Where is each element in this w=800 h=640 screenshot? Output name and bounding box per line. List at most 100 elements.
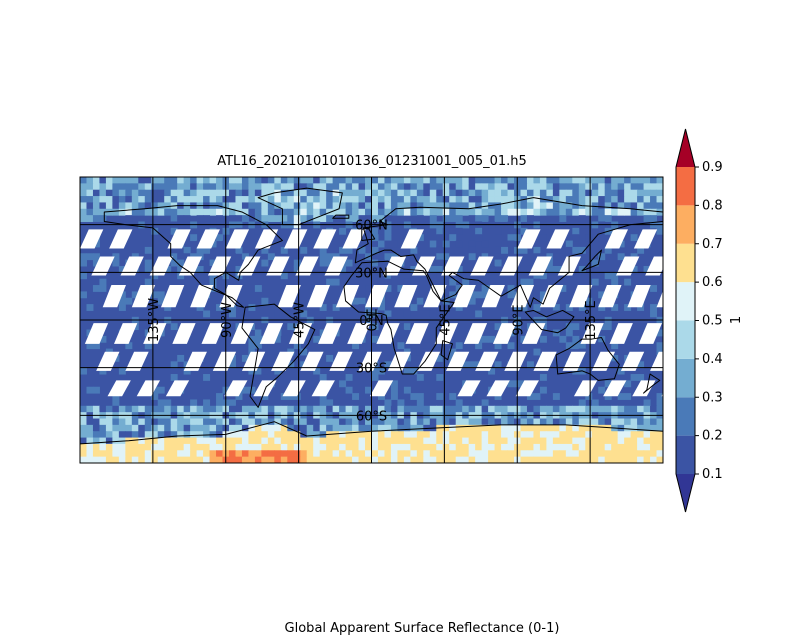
reflectance-cell [319,189,327,197]
no-data-swath [306,285,331,308]
reflectance-cell [183,177,191,184]
reflectance-cell [377,450,385,458]
reflectance-cell [475,424,483,432]
reflectance-cell [254,342,262,350]
reflectance-cell [624,380,632,388]
reflectance-cell [416,196,424,203]
reflectance-cell [565,437,573,445]
reflectance-cell [241,196,249,203]
reflectance-cell [591,259,599,267]
colorbar-under-extend [676,474,695,512]
reflectance-cell [449,393,457,400]
reflectance-cell [164,265,172,273]
no-data-swath [528,256,552,276]
colorbar-segment [676,358,695,398]
reflectance-cell [203,208,211,216]
reflectance-cell [319,246,327,254]
reflectance-cell [228,272,236,280]
reflectance-cell [352,437,360,445]
reflectance-cell [546,196,554,203]
reflectance-cell [144,450,152,458]
reflectance-cell [591,437,599,445]
reflectance-cell [345,386,353,394]
reflectance-cell [572,437,580,445]
reflectance-cell [410,367,418,375]
reflectance-cell [228,431,236,439]
reflectance-cell [241,450,249,458]
reflectance-cell [157,399,165,407]
reflectance-cell [118,304,126,311]
reflectance-cell [442,177,450,184]
reflectance-cell [462,202,470,210]
reflectance-cell [339,450,347,458]
reflectance-cell [585,424,593,432]
reflectance-cell [345,183,353,191]
reflectance-cell [637,202,645,210]
reflectance-cell [643,437,651,445]
reflectance-cell [539,208,547,216]
reflectance-cell [144,456,152,463]
reflectance-cell [390,431,398,439]
no-data-swath [313,229,337,249]
reflectance-cell [650,443,658,451]
reflectance-cell [365,456,372,463]
reflectance-cell [99,424,107,432]
reflectance-cell [151,177,159,184]
reflectance-cell [481,418,489,426]
reflectance-cell [475,291,483,299]
reflectance-cell [403,177,411,184]
reflectance-cell [235,393,243,400]
reflectance-cell [306,202,314,210]
reflectance-cell [352,431,360,439]
reflectance-cell [105,183,113,191]
reflectance-cell [99,456,107,463]
reflectance-cell [209,177,217,184]
reflectance-cell [436,196,444,203]
reflectance-cell [559,189,567,197]
reflectance-cell [384,208,392,216]
reflectance-cell [92,418,100,426]
reflectance-cell [203,424,211,432]
reflectance-cell [144,208,152,216]
reflectance-cell [630,183,638,191]
reflectance-cell [332,304,340,311]
reflectance-cell [488,196,496,203]
no-data-swath [387,351,412,371]
reflectance-cell [423,431,431,439]
reflectance-cell [287,215,295,222]
reflectance-cell [183,189,191,197]
reflectance-cell [501,183,509,191]
reflectance-cell [533,418,541,426]
reflectance-cell [358,183,366,191]
reflectance-cell [170,431,178,439]
reflectance-cell [384,278,392,286]
reflectance-cell [475,342,483,350]
reflectance-cell [390,418,398,426]
reflectance-cell [177,183,185,191]
reflectance-cell [235,424,243,432]
reflectance-cell [449,431,457,439]
reflectance-cell [462,443,470,451]
reflectance-cell [306,405,314,413]
reflectance-cell [520,183,528,191]
reflectance-cell [501,278,509,286]
reflectance-cell [280,424,288,432]
reflectance-cell [468,361,476,369]
reflectance-cell [533,348,541,356]
reflectance-cell [326,354,334,362]
reflectance-cell [637,208,645,216]
reflectance-cell [436,304,444,311]
reflectance-cell [138,456,146,463]
reflectance-cell [86,196,94,203]
reflectance-cell [170,177,178,184]
reflectance-cell [578,177,586,184]
reflectance-cell [170,374,178,381]
reflectance-cell [637,431,645,439]
reflectance-cell [552,405,560,413]
reflectance-cell [604,272,612,280]
reflectance-cell [384,310,392,318]
reflectance-cell [624,418,632,426]
no-data-swath [633,229,658,249]
reflectance-cell [585,234,593,242]
reflectance-cell [539,272,547,280]
